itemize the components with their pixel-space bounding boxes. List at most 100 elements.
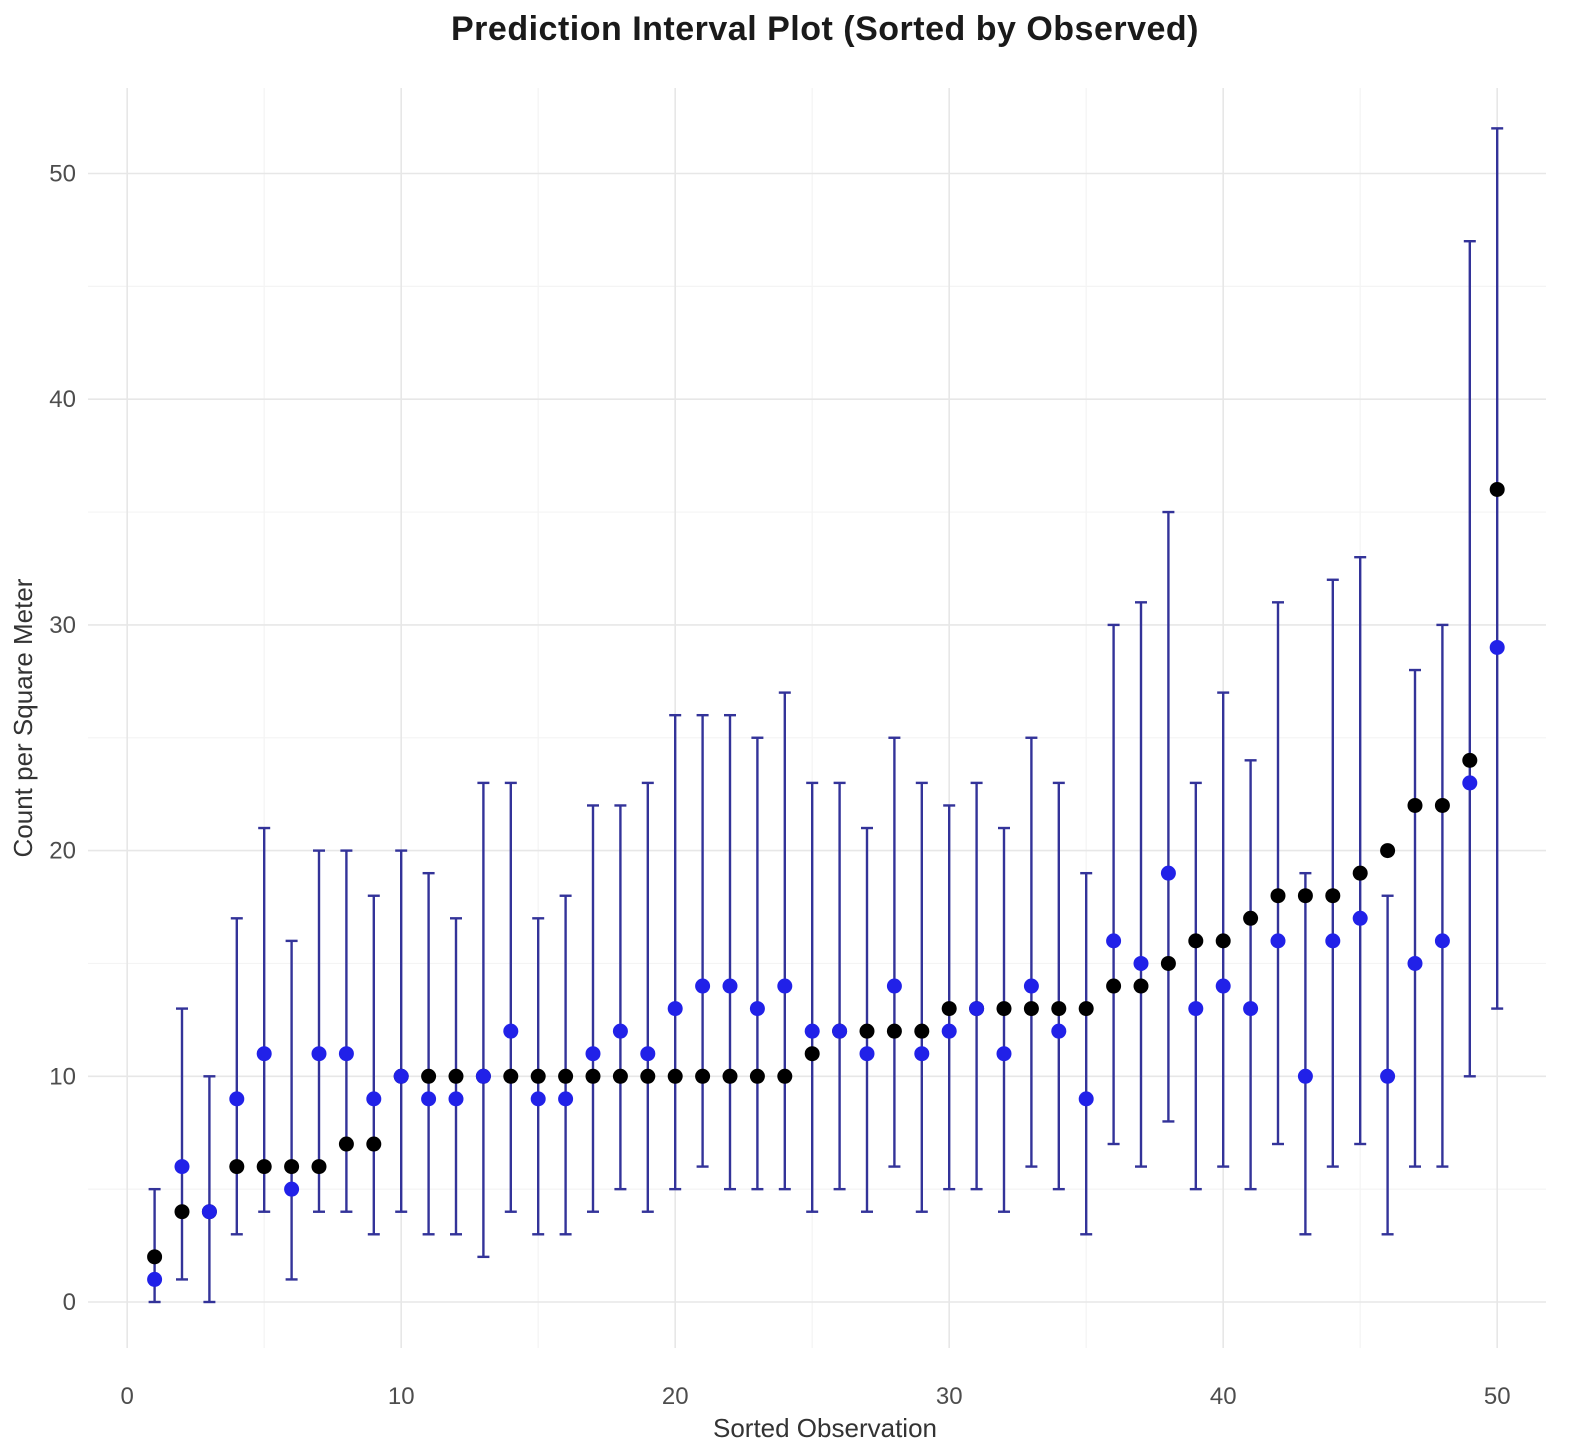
predicted-point: [530, 1091, 546, 1107]
prediction-interval: [806, 781, 819, 1213]
observed-point: [1297, 888, 1313, 904]
predicted-point: [749, 1001, 765, 1017]
observed-point: [229, 1159, 245, 1175]
observed-point: [1270, 888, 1286, 904]
prediction-interval: [641, 781, 654, 1213]
predicted-point: [969, 1001, 985, 1017]
predicted-point: [421, 1091, 437, 1107]
observed-point: [749, 1068, 765, 1084]
prediction-interval-bars: [148, 127, 1504, 1304]
x-tick-label: 20: [662, 1383, 689, 1410]
prediction-interval: [1217, 691, 1230, 1168]
y-tick-label: 40: [49, 386, 76, 413]
x-tick-label: 40: [1210, 1383, 1237, 1410]
predicted-point: [1023, 978, 1039, 994]
observed-point: [777, 1068, 793, 1084]
predicted-point: [284, 1181, 300, 1197]
predicted-point: [558, 1091, 574, 1107]
observed-point: [667, 1068, 683, 1084]
prediction-interval: [751, 736, 764, 1191]
observed-point: [530, 1068, 546, 1084]
predicted-point: [1270, 933, 1286, 949]
predicted-point: [1434, 933, 1450, 949]
observed-point: [1133, 978, 1149, 994]
predicted-point: [1215, 978, 1231, 994]
predicted-point: [722, 978, 738, 994]
prediction-interval: [559, 894, 572, 1236]
prediction-interval: [1189, 781, 1202, 1191]
predicted-point: [585, 1046, 601, 1062]
predicted-point: [1133, 955, 1149, 971]
predicted-point: [174, 1159, 190, 1175]
prediction-interval: [696, 713, 709, 1168]
observed-point: [804, 1046, 820, 1062]
prediction-interval: [724, 713, 736, 1191]
prediction-interval: [340, 849, 353, 1213]
prediction-interval: [888, 736, 901, 1168]
y-tick-label: 20: [49, 838, 76, 865]
observed-point: [1051, 1001, 1067, 1017]
observed-point: [1188, 933, 1204, 949]
observed-point: [914, 1023, 930, 1039]
prediction-interval: [833, 781, 846, 1191]
prediction-interval: [915, 781, 928, 1213]
predicted-point: [311, 1046, 327, 1062]
predicted-point: [612, 1023, 628, 1039]
predicted-points: [147, 639, 1505, 1287]
observed-point: [886, 1023, 902, 1039]
predicted-point: [1325, 933, 1341, 949]
prediction-interval: [285, 939, 298, 1281]
observed-point: [1325, 888, 1341, 904]
predicted-point: [201, 1204, 217, 1220]
prediction-interval: [587, 804, 599, 1213]
observed-point: [1160, 955, 1176, 971]
x-axis-tick-labels: 0 10 20 30 40 50: [121, 1383, 1511, 1410]
predicted-point: [1407, 955, 1423, 971]
observed-point: [1407, 797, 1423, 813]
prediction-interval: [230, 917, 243, 1236]
prediction-interval: [614, 804, 627, 1191]
prediction-interval: [258, 826, 271, 1213]
observed-point: [1078, 1001, 1094, 1017]
prediction-interval: [176, 1007, 188, 1281]
observed-point: [722, 1068, 738, 1084]
observed-point: [174, 1204, 190, 1220]
prediction-interval: [998, 826, 1010, 1213]
observed-point: [1023, 1001, 1039, 1017]
prediction-interval: [1409, 668, 1421, 1168]
prediction-interval: [504, 781, 517, 1213]
prediction-interval: [1135, 601, 1147, 1168]
predicted-point: [338, 1046, 354, 1062]
predicted-point: [229, 1091, 245, 1107]
predicted-point: [1297, 1068, 1313, 1084]
observed-point: [338, 1136, 354, 1152]
observed-point: [996, 1001, 1012, 1017]
prediction-interval: [1272, 601, 1284, 1146]
x-tick-label: 10: [388, 1383, 415, 1410]
gridlines-minor: [88, 88, 1546, 1348]
y-axis-title: Count per Square Meter: [8, 578, 38, 857]
predicted-point: [1489, 639, 1505, 655]
y-tick-label: 50: [49, 161, 76, 188]
prediction-interval: [1463, 240, 1476, 1078]
prediction-interval: [367, 894, 380, 1236]
predicted-point: [640, 1046, 656, 1062]
observed-point: [1489, 481, 1505, 497]
predicted-point: [777, 978, 793, 994]
observed-point: [1380, 843, 1396, 859]
observed-point: [941, 1001, 957, 1017]
prediction-interval: [861, 826, 873, 1213]
y-tick-label: 10: [49, 1063, 76, 1090]
predicted-point: [1160, 865, 1176, 881]
prediction-interval: [1299, 871, 1312, 1236]
observed-point: [503, 1068, 519, 1084]
prediction-interval: [1080, 871, 1093, 1236]
x-axis-title: Sorted Observation: [713, 1413, 937, 1443]
prediction-interval: [203, 1075, 216, 1304]
x-tick-label: 30: [936, 1383, 963, 1410]
prediction-interval: [1381, 894, 1394, 1236]
observed-point: [1106, 978, 1122, 994]
prediction-interval: [1436, 623, 1449, 1168]
